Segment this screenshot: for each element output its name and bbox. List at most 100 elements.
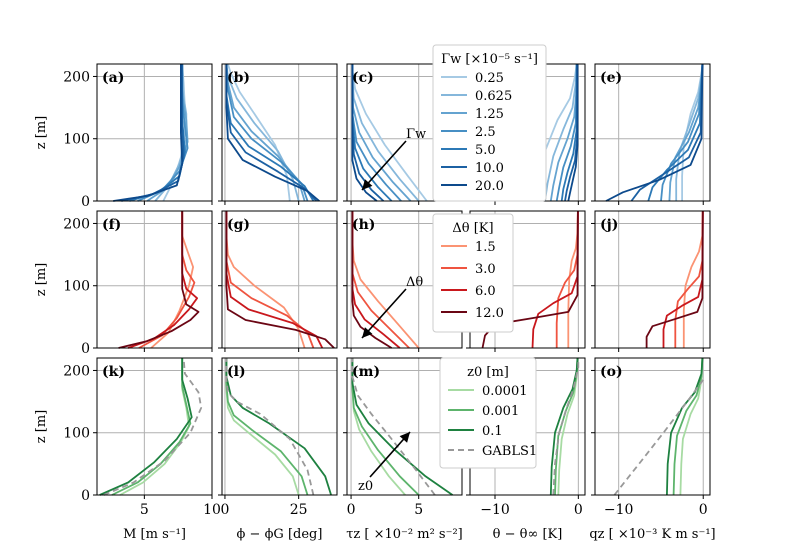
series-line-3.0 [555, 210, 579, 348]
panel-letter: (o) [600, 364, 623, 380]
legend-label: 10.0 [475, 161, 504, 176]
arrow-h: Δθ [361, 275, 423, 339]
legend-label: 0.001 [482, 404, 519, 419]
x-tick-label: 5 [414, 502, 423, 518]
panel-j: (j) [591, 210, 711, 352]
arrow-label: z0 [358, 479, 373, 494]
x-tick-label: 0 [574, 502, 583, 518]
series-line-6.0 [531, 210, 579, 349]
series-line-12.0 [645, 210, 704, 348]
arrow-shaft [361, 140, 407, 191]
panel-frame [96, 63, 213, 202]
legend-label: 0.25 [475, 71, 504, 86]
x-tick-label: 25 [290, 502, 308, 518]
series-line-GABLS1 [103, 357, 203, 496]
series-line-12.0 [225, 211, 335, 349]
series-line-0.25 [227, 63, 291, 202]
series-line-20.0 [567, 64, 579, 202]
series-line-20.0 [351, 64, 378, 202]
panel-frame [221, 63, 338, 202]
panel-letter: (h) [352, 217, 375, 233]
legend-box [439, 357, 537, 469]
panel-letter: (a) [102, 70, 124, 86]
series-line-0.1 [99, 358, 193, 496]
series-line-5.0 [129, 64, 186, 202]
legend-label: 0.0001 [482, 384, 528, 399]
series-line-6.0 [127, 211, 199, 349]
legend-label: 0.1 [482, 424, 503, 439]
legend-title: Δθ [K] [452, 221, 493, 236]
series-line-3.0 [674, 210, 704, 348]
series-line-12.0 [481, 210, 579, 349]
x-axis-label: θ − θ∞ [K] [493, 527, 563, 542]
series-line-GABLS1 [613, 379, 704, 496]
panel-frame [594, 210, 711, 349]
y-tick-label: 100 [63, 279, 90, 295]
panel-letter: (g) [227, 217, 250, 233]
panel-letter: (m) [352, 364, 380, 380]
legend-title: z0 [m] [467, 365, 509, 380]
x-tick-label: 0 [699, 502, 708, 518]
x-tick-label: 10 [203, 502, 221, 518]
x-tick-label: 5 [140, 502, 149, 518]
panel-letter: (f) [102, 217, 121, 233]
panel-frame [96, 357, 213, 496]
panel-a: 0 100 200 z [m] (a) [34, 63, 213, 210]
panel-c: (c) [343, 63, 463, 205]
legend-label: 2.5 [475, 125, 496, 140]
arrow-c: Γw [361, 127, 426, 191]
series-line-1.5 [150, 211, 195, 349]
series-line-0.0001 [119, 358, 190, 496]
y-tick-label: 100 [63, 132, 90, 148]
y-axis-label: z [m] [34, 116, 49, 149]
series-line-0.001 [672, 357, 704, 496]
panel-b: (b) [218, 63, 338, 205]
panel-letter: (c) [352, 70, 374, 86]
panel-e: (e) [591, 63, 711, 205]
legend-gamma: Γw [×10⁻⁵ s⁻¹] 0.25 0.625 1.25 2.5 5.0 10.0 20.… [432, 44, 547, 202]
y-tick-label: 200 [63, 69, 90, 85]
y-axis-label: z [m] [34, 410, 49, 443]
panel-g: (g) [218, 210, 338, 352]
legend-box [432, 213, 514, 333]
panel-l: 0 25 ϕ − ϕG [deg] (l) [218, 357, 338, 542]
y-tick-label: 0 [81, 194, 90, 210]
legend-label: 20.0 [475, 179, 504, 194]
x-tick-label: 0 [347, 502, 356, 518]
series-line-20.0 [605, 63, 704, 202]
y-axis-label: z [m] [34, 263, 49, 296]
series-line-0.001 [111, 358, 192, 496]
series-line-0.1 [549, 357, 579, 496]
series-line-12.0 [351, 211, 393, 349]
series-line-GABLS1 [225, 358, 315, 496]
legend-label: 3.0 [475, 262, 496, 277]
series-line-GABLS1 [351, 358, 436, 496]
legend-label: 1.5 [475, 240, 496, 255]
x-tick-label: −10 [604, 502, 634, 518]
panel-frame [221, 210, 338, 349]
arrow-head [362, 327, 373, 338]
panel-frame [594, 357, 711, 496]
y-tick-label: 200 [63, 216, 90, 232]
series-line-0.1 [666, 357, 704, 496]
legend-z0: z0 [m] 0.0001 0.001 0.1 GABLS1 [439, 357, 537, 469]
legend-label: 0.625 [475, 89, 512, 104]
y-tick-label: 0 [81, 341, 90, 357]
panel-letter: (e) [600, 70, 622, 86]
arrow-head [399, 432, 410, 443]
legend-box [432, 44, 547, 202]
legend-label: 5.0 [475, 143, 496, 158]
y-tick-label: 100 [63, 426, 90, 442]
panel-letter: (b) [227, 70, 250, 86]
arrow-head [362, 179, 373, 190]
series-line-1.5 [682, 210, 704, 348]
series-line-20.0 [225, 64, 320, 202]
legend-dtheta: Δθ [K] 1.5 3.0 6.0 12.0 [432, 213, 514, 333]
arrow-label: Δθ [406, 275, 423, 290]
arrow-label: Γw [406, 127, 426, 142]
legend-label: 1.25 [475, 107, 504, 122]
panel-k: 0 100 200 z [m] 5 10 M [m s⁻¹] (k) [34, 357, 221, 542]
panel-h: (h) [343, 210, 463, 352]
panel-letter: (j) [600, 217, 618, 233]
